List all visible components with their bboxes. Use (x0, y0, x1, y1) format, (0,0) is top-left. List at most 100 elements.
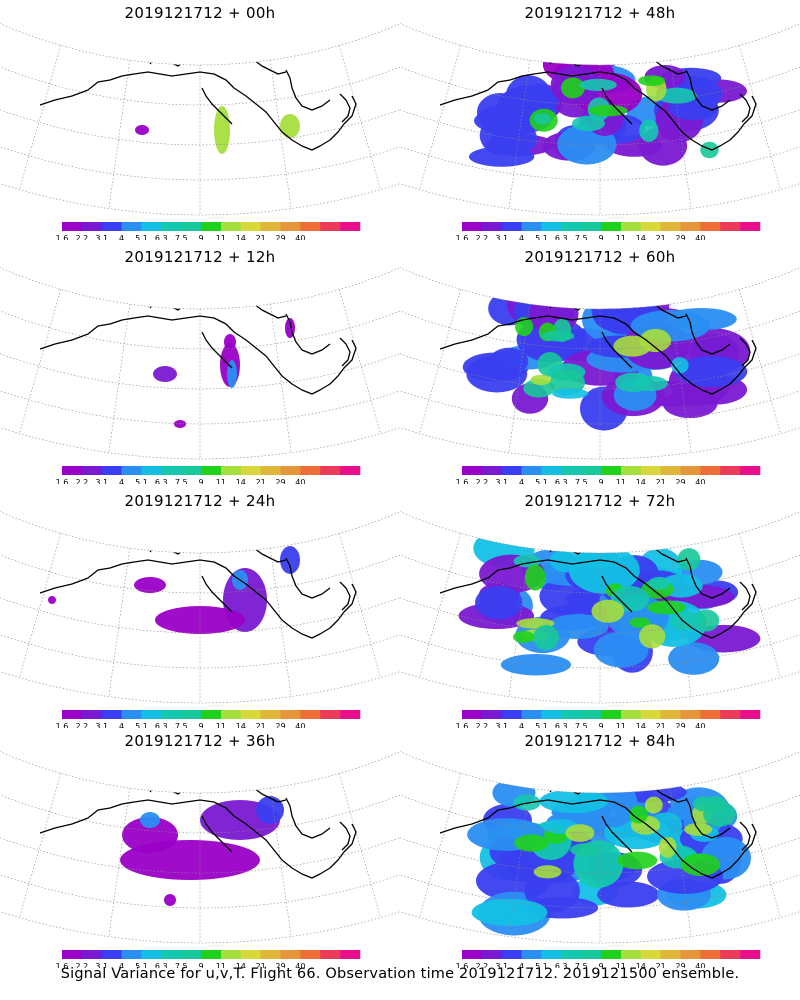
colorbar-label: 14 (636, 962, 646, 968)
colorbar: 1.6 2.2 3.1 4 5.1 6.3 7.5 9 11 14 21 29 40 (456, 710, 761, 728)
colorbar-label: 2.2 (76, 962, 89, 968)
colorbar-swatch (201, 466, 222, 475)
colorbar-swatch (161, 950, 182, 959)
colorbar-swatch (521, 466, 542, 475)
colorbar-label: 29 (675, 478, 685, 484)
colorbar-swatch (481, 222, 503, 231)
colorbar-swatch (700, 466, 721, 475)
colorbar-label: 7.5 (175, 478, 188, 484)
colorbar: 1.6 2.2 3.1 4 5.1 6.3 7.5 9 11 14 21 29 40 (56, 950, 361, 968)
colorbar-swatch (700, 222, 721, 231)
colorbar-swatch (720, 466, 741, 475)
colorbar-swatch (720, 710, 741, 719)
colorbar-label: 40 (295, 478, 305, 484)
colorbar-swatch (220, 222, 242, 231)
colorbar-swatch (601, 950, 622, 959)
colorbar-swatch (220, 466, 242, 475)
colorbar-swatch (740, 950, 761, 959)
colorbar-swatch (300, 222, 321, 231)
colorbar-label: 21 (256, 478, 266, 484)
colorbar-swatch (240, 222, 261, 231)
colorbar-swatch (601, 466, 622, 475)
colorbar-swatch (640, 222, 661, 231)
colorbar-swatch (280, 950, 301, 959)
colorbar-label: 4 (119, 234, 124, 240)
colorbar-swatch (581, 466, 602, 475)
colorbar-swatch (62, 950, 83, 959)
colorbar-label: 21 (656, 478, 666, 484)
colorbar-swatch (141, 222, 162, 231)
colorbar-label: 7.5 (575, 478, 588, 484)
panel-title: 2019121712 + 36h (124, 732, 276, 750)
colorbar-label: 14 (636, 478, 646, 484)
colorbar-label: 11 (216, 234, 226, 240)
colorbar-swatch (62, 222, 83, 231)
polar-map (0, 749, 400, 944)
colorbar-label: 6.3 (555, 962, 568, 968)
colorbar-swatch (481, 466, 503, 475)
colorbar-label: 6.3 (155, 478, 168, 484)
colorbar-swatch (340, 710, 361, 719)
colorbar-label: 3.1 (95, 962, 108, 968)
colorbar-label: 6.3 (555, 478, 568, 484)
colorbar-swatch (81, 466, 103, 475)
colorbar-swatch (740, 466, 761, 475)
colorbar-label: 5.1 (135, 962, 148, 968)
colorbar-label: 9 (199, 478, 204, 484)
colorbar-label: 11 (616, 234, 626, 240)
colorbar-swatch (141, 950, 162, 959)
colorbar-swatch (581, 222, 602, 231)
colorbar-swatch (201, 950, 222, 959)
colorbar-swatch (561, 222, 582, 231)
colorbar-swatch (620, 222, 642, 231)
colorbar-label: 14 (636, 722, 646, 728)
colorbar-swatch (462, 222, 483, 231)
colorbar-label: 21 (656, 962, 666, 968)
colorbar-label: 11 (216, 722, 226, 728)
panel-title: 2019121712 + 72h (524, 492, 676, 510)
colorbar-swatch (581, 950, 602, 959)
colorbar-label: 9 (199, 234, 204, 240)
colorbar-swatch (581, 710, 602, 719)
colorbar-label: 14 (636, 234, 646, 240)
colorbar-label: 2.2 (476, 478, 489, 484)
colorbar-swatch (320, 466, 341, 475)
colorbar-swatch (521, 950, 542, 959)
colorbar-swatch (300, 710, 321, 719)
colorbar-label: 1.6 (56, 722, 69, 728)
colorbar-label: 3.1 (495, 478, 508, 484)
colorbar-swatch (601, 222, 622, 231)
colorbar-label: 40 (695, 962, 705, 968)
colorbar-label: 2.2 (76, 722, 89, 728)
colorbar-label: 21 (256, 962, 266, 968)
polar-map (0, 265, 400, 460)
colorbar-swatch (541, 222, 562, 231)
colorbar-swatch (181, 710, 202, 719)
colorbar-label: 5.1 (135, 722, 148, 728)
colorbar-label: 3.1 (95, 478, 108, 484)
colorbar-label: 29 (675, 234, 685, 240)
colorbar-swatch (680, 950, 701, 959)
colorbar-label: 14 (236, 722, 246, 728)
colorbar-label: 1.6 (56, 478, 69, 484)
colorbar-label: 2.2 (476, 234, 489, 240)
polar-map (0, 21, 400, 216)
colorbar-swatch (161, 222, 182, 231)
colorbar: 1.6 2.2 3.1 4 5.1 6.3 7.5 9 11 14 21 29 40 (56, 466, 361, 484)
colorbar-label: 5.1 (535, 722, 548, 728)
colorbar: 1.6 2.2 3.1 4 5.1 6.3 7.5 9 11 14 21 29 40 (456, 222, 761, 240)
colorbar-swatch (161, 710, 182, 719)
panel-title: 2019121712 + 00h (124, 4, 276, 22)
colorbar-label: 9 (599, 722, 604, 728)
colorbar-label: 21 (256, 234, 266, 240)
colorbar-swatch (340, 950, 361, 959)
colorbar-swatch (541, 710, 562, 719)
colorbar-swatch (740, 710, 761, 719)
colorbar-label: 9 (599, 478, 604, 484)
colorbar-swatch (101, 710, 122, 719)
map-panel-8: 2019121712 + 84h 1.6 2.2 3.1 4 5.1 6.3 7.5 9 11 14… (400, 728, 800, 968)
map-panel-3: 2019121712 + 12h 1.6 2.2 3.1 4 5.1 6.3 7.5 9 11 14… (0, 244, 400, 484)
colorbar-label: 21 (256, 722, 266, 728)
colorbar-swatch (462, 950, 483, 959)
colorbar-label: 29 (275, 722, 285, 728)
